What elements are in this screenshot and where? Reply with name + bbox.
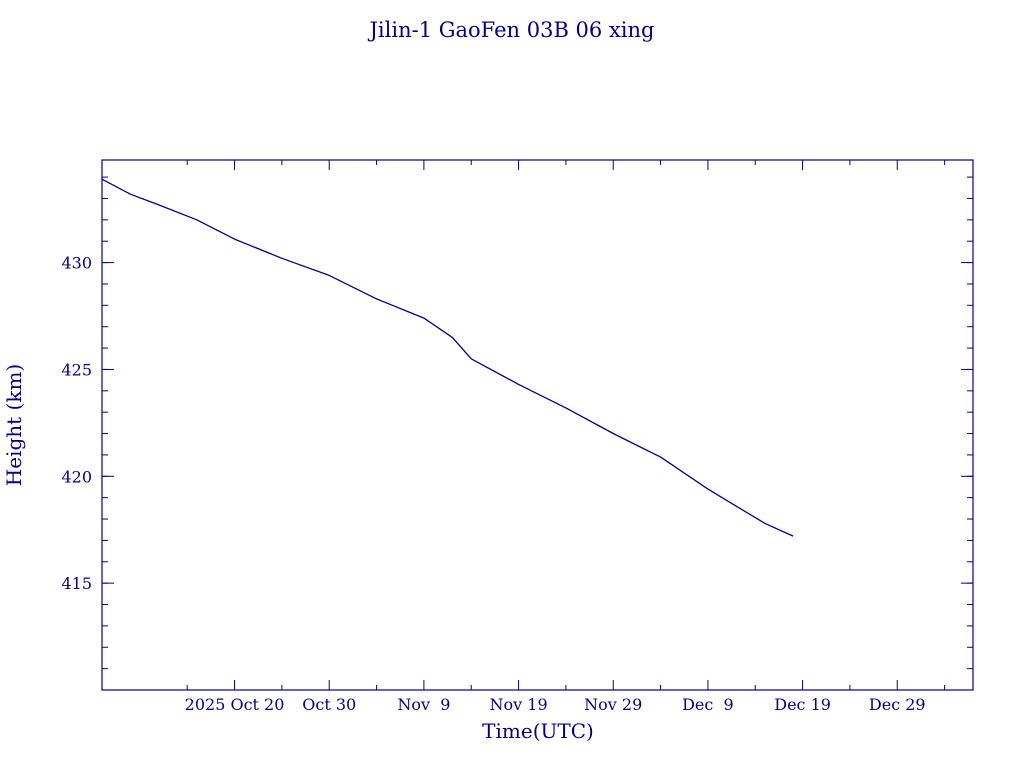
x-axis-label: Time(UTC) <box>482 719 594 743</box>
axis-ticks <box>102 160 973 691</box>
y-axis-label: Height (km) <box>2 364 26 486</box>
x-tick-label: Dec 29 <box>869 695 926 714</box>
x-tick-label: 2025 Oct 20 <box>185 695 285 714</box>
y-tick-label: 425 <box>61 360 92 379</box>
x-tick-label: Oct 30 <box>302 695 356 714</box>
series-layer <box>101 178 794 537</box>
plot-frame <box>101 159 974 691</box>
x-tick-label: Nov 9 <box>397 695 450 714</box>
y-tick-label: 430 <box>61 254 92 273</box>
y-tick-label: 420 <box>61 467 92 486</box>
x-tick-label: Dec 9 <box>682 695 734 714</box>
axis-tick-labels: 2025 Oct 20 Oct 30 Nov 9 Nov 19 Nov 29 Dec 9 D… <box>61 254 925 714</box>
x-tick-label: Nov 29 <box>584 695 642 714</box>
x-tick-label: Nov 19 <box>490 695 548 714</box>
x-tick-label: Dec 19 <box>774 695 831 714</box>
y-tick-label: 415 <box>61 574 92 593</box>
series-line <box>101 178 794 537</box>
chart-title: Jilin-1 GaoFen 03B 06 xing <box>368 18 655 42</box>
